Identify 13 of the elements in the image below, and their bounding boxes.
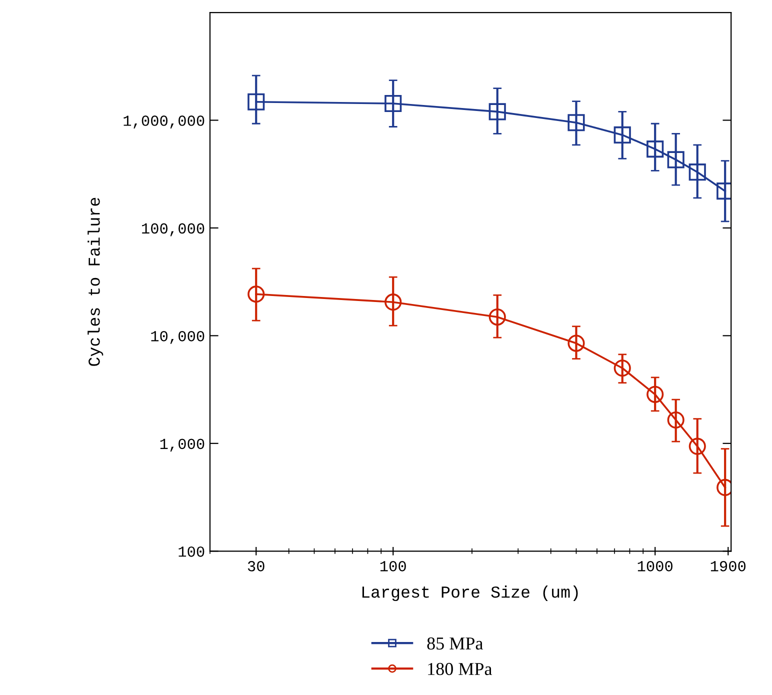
y-tick-label: 1,000 [160, 438, 204, 452]
x-tick-label: 1900 [710, 561, 746, 572]
x-axis-title: Largest Pore Size (um) [362, 586, 578, 602]
legend-label: 85 MPa [427, 637, 483, 650]
x-tick-label: 100 [380, 561, 406, 572]
y-axis-title: Cycles to Failure [88, 198, 104, 366]
y-tick-label: 1,000,000 [124, 116, 204, 128]
y-tick-label: 100 [178, 546, 204, 557]
legend-label: 180 MPa [428, 662, 492, 676]
y-tick-label: 100,000 [142, 223, 204, 236]
y-tick-label: 10,000 [151, 331, 204, 344]
x-tick-label: 30 [248, 561, 264, 572]
x-tick-label: 1000 [638, 561, 672, 572]
